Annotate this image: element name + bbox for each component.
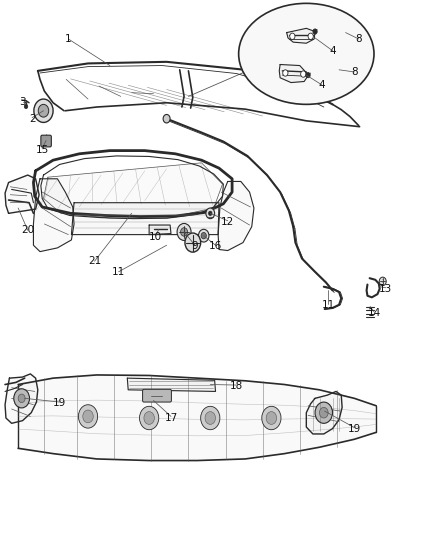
Polygon shape xyxy=(306,391,342,434)
Circle shape xyxy=(315,402,332,423)
Circle shape xyxy=(262,406,281,430)
Text: 21: 21 xyxy=(88,256,101,266)
Circle shape xyxy=(18,394,25,402)
Circle shape xyxy=(78,405,98,428)
FancyBboxPatch shape xyxy=(143,389,171,402)
Text: 3: 3 xyxy=(19,96,26,107)
Text: 9: 9 xyxy=(192,241,198,251)
Circle shape xyxy=(201,406,220,430)
Text: 15: 15 xyxy=(35,144,49,155)
Text: 14: 14 xyxy=(367,308,381,318)
Circle shape xyxy=(283,70,288,76)
Circle shape xyxy=(306,72,310,78)
Circle shape xyxy=(319,407,328,418)
Polygon shape xyxy=(5,374,38,423)
Text: 19: 19 xyxy=(53,398,66,408)
Circle shape xyxy=(24,104,28,109)
Polygon shape xyxy=(43,163,223,218)
Circle shape xyxy=(83,410,93,423)
Text: 1: 1 xyxy=(65,34,72,44)
Circle shape xyxy=(144,411,154,424)
Circle shape xyxy=(205,411,215,424)
Text: 16: 16 xyxy=(209,241,222,251)
Circle shape xyxy=(313,29,317,34)
Text: 8: 8 xyxy=(351,67,358,77)
Text: 20: 20 xyxy=(21,225,34,236)
Circle shape xyxy=(163,115,170,123)
Polygon shape xyxy=(18,375,376,461)
Circle shape xyxy=(379,277,386,286)
Circle shape xyxy=(198,229,209,242)
Circle shape xyxy=(38,104,49,117)
Circle shape xyxy=(308,33,313,39)
Ellipse shape xyxy=(239,3,374,104)
Polygon shape xyxy=(149,225,171,235)
Circle shape xyxy=(300,71,306,77)
Text: 11: 11 xyxy=(321,300,335,310)
Circle shape xyxy=(180,228,187,236)
FancyBboxPatch shape xyxy=(41,135,51,147)
Circle shape xyxy=(201,232,206,239)
Polygon shape xyxy=(127,378,215,391)
Circle shape xyxy=(208,211,212,215)
Circle shape xyxy=(185,233,201,252)
Circle shape xyxy=(266,411,277,424)
Text: 2: 2 xyxy=(29,114,35,124)
Text: 4: 4 xyxy=(329,46,336,55)
Polygon shape xyxy=(33,179,74,252)
Polygon shape xyxy=(218,181,254,251)
Circle shape xyxy=(177,223,191,240)
Text: 10: 10 xyxy=(149,232,162,242)
Text: 11: 11 xyxy=(112,267,125,277)
Text: 13: 13 xyxy=(379,284,392,294)
Circle shape xyxy=(290,33,295,39)
Text: 4: 4 xyxy=(318,80,325,90)
Text: 12: 12 xyxy=(221,217,234,227)
Polygon shape xyxy=(287,28,315,43)
Text: 19: 19 xyxy=(348,424,361,434)
Polygon shape xyxy=(71,203,219,235)
Circle shape xyxy=(34,99,53,123)
Circle shape xyxy=(140,406,159,430)
Circle shape xyxy=(14,389,29,408)
Polygon shape xyxy=(279,64,308,83)
Text: 17: 17 xyxy=(164,413,177,423)
Circle shape xyxy=(206,208,215,219)
Text: 18: 18 xyxy=(230,381,243,391)
Polygon shape xyxy=(5,175,39,213)
Text: 8: 8 xyxy=(355,34,362,44)
